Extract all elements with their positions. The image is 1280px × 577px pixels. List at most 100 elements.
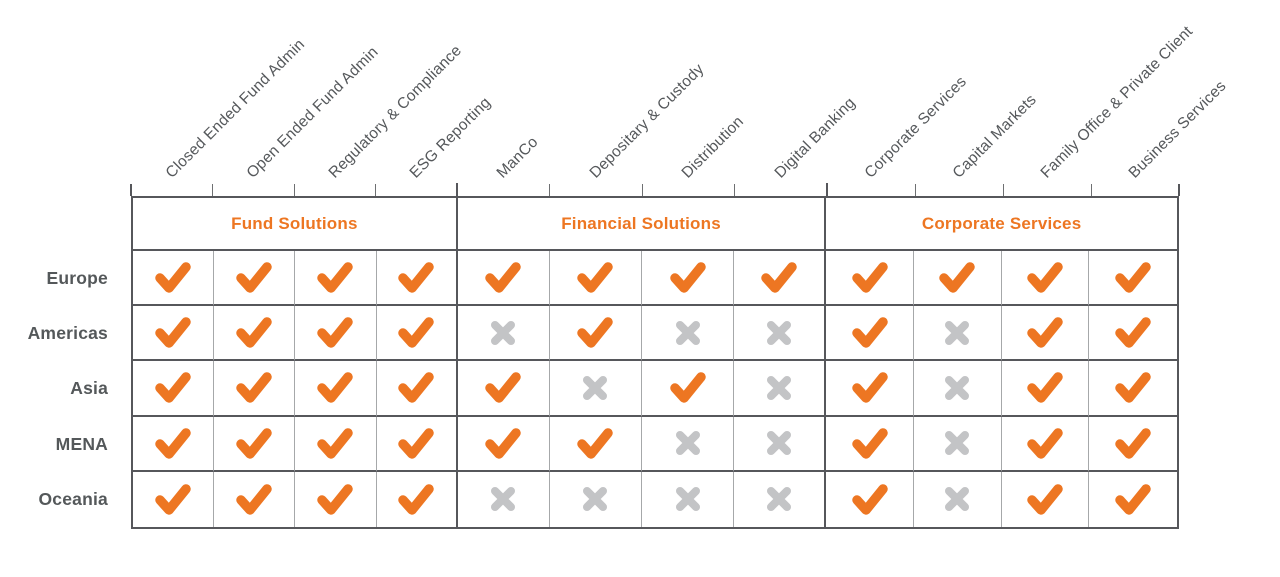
availability-cell xyxy=(133,306,215,362)
availability-cell xyxy=(133,361,215,417)
availability-cell xyxy=(457,306,550,362)
check-icon xyxy=(234,261,274,294)
availability-cell xyxy=(214,306,296,362)
availability-cell xyxy=(734,361,827,417)
column-tick xyxy=(1090,184,1092,196)
check-icon xyxy=(396,427,436,460)
check-icon xyxy=(668,371,708,404)
column-header-label: ESG Reporting xyxy=(406,94,495,182)
availability-cell xyxy=(133,471,215,527)
availability-cell xyxy=(377,471,458,527)
column-header-label: Digital Banking xyxy=(771,94,859,182)
region-row-label: Europe xyxy=(46,268,108,289)
availability-cell xyxy=(826,361,914,417)
check-icon xyxy=(575,427,615,460)
check-icon xyxy=(1025,483,1065,516)
check-icon xyxy=(850,427,890,460)
group-header: Financial Solutions xyxy=(457,198,827,251)
check-icon xyxy=(1025,371,1065,404)
availability-cell xyxy=(376,251,458,307)
check-icon xyxy=(1113,427,1153,460)
cross-icon xyxy=(943,319,971,347)
cross-icon xyxy=(489,485,517,513)
availability-cell xyxy=(214,361,296,417)
column-header-label: Family Office & Private Client xyxy=(1037,22,1197,182)
column-tick xyxy=(1002,184,1004,196)
check-icon xyxy=(483,427,523,460)
check-icon xyxy=(315,316,355,349)
check-icon xyxy=(850,261,890,294)
column-header-label: Capital Markets xyxy=(949,91,1040,182)
check-icon xyxy=(396,261,436,294)
column-tick xyxy=(1178,184,1180,196)
check-icon xyxy=(850,483,890,516)
check-icon xyxy=(1025,427,1065,460)
availability-cell xyxy=(133,416,215,472)
check-icon xyxy=(315,261,355,294)
availability-cell xyxy=(376,416,458,472)
check-icon xyxy=(1113,483,1153,516)
check-icon xyxy=(153,371,193,404)
column-header-label: Regulatory & Compliance xyxy=(325,42,465,182)
check-icon xyxy=(850,316,890,349)
availability-cell xyxy=(133,251,215,307)
region-row-label: Americas xyxy=(27,323,108,344)
column-tick xyxy=(130,184,132,196)
check-icon xyxy=(234,371,274,404)
check-icon xyxy=(937,261,977,294)
availability-cell xyxy=(642,361,735,417)
column-tick xyxy=(293,184,295,196)
column-tick xyxy=(212,184,213,196)
availability-cell xyxy=(913,416,1002,472)
cross-icon xyxy=(943,429,971,457)
availability-cell xyxy=(734,471,827,527)
region-row-label: MENA xyxy=(55,433,108,454)
column-tick xyxy=(641,184,643,196)
availability-cell xyxy=(295,416,377,472)
check-icon xyxy=(153,483,193,516)
availability-cell xyxy=(376,361,458,417)
cross-icon xyxy=(674,429,702,457)
availability-cell xyxy=(549,416,643,472)
availability-cell xyxy=(642,306,735,362)
availability-cell xyxy=(549,306,643,362)
column-header-label: Distribution xyxy=(678,113,748,182)
check-icon xyxy=(759,261,799,294)
availability-cell xyxy=(1089,306,1177,362)
group-header: Corporate Services xyxy=(826,198,1177,251)
check-icon xyxy=(1113,371,1153,404)
check-icon xyxy=(1025,316,1065,349)
availability-cell xyxy=(1001,306,1090,362)
cross-icon xyxy=(765,374,793,402)
availability-cell xyxy=(458,471,550,527)
services-availability-table: Fund Solutions Financial Solutions Corpora… xyxy=(131,196,1179,529)
availability-cell xyxy=(295,306,377,362)
cross-icon xyxy=(489,319,517,347)
cross-icon xyxy=(765,429,793,457)
check-icon xyxy=(396,371,436,404)
cross-icon xyxy=(765,319,793,347)
availability-cell xyxy=(734,416,827,472)
cross-icon xyxy=(674,485,702,513)
check-icon xyxy=(1113,261,1153,294)
availability-cell xyxy=(295,471,377,527)
availability-cell xyxy=(549,361,643,417)
availability-cell xyxy=(1001,251,1090,307)
availability-cell xyxy=(1001,416,1090,472)
check-icon xyxy=(153,316,193,349)
check-icon xyxy=(668,261,708,294)
check-icon xyxy=(315,483,355,516)
availability-cell xyxy=(1089,361,1177,417)
availability-cell xyxy=(914,471,1002,527)
cross-icon xyxy=(765,485,793,513)
availability-cell xyxy=(214,416,296,472)
check-icon xyxy=(1113,316,1153,349)
availability-cell xyxy=(642,251,735,307)
availability-cell xyxy=(826,471,914,527)
check-icon xyxy=(234,483,274,516)
column-header-label: Closed Ended Fund Admin xyxy=(162,35,308,182)
availability-cell xyxy=(734,306,827,362)
availability-cell xyxy=(826,306,914,362)
availability-cell xyxy=(457,416,550,472)
